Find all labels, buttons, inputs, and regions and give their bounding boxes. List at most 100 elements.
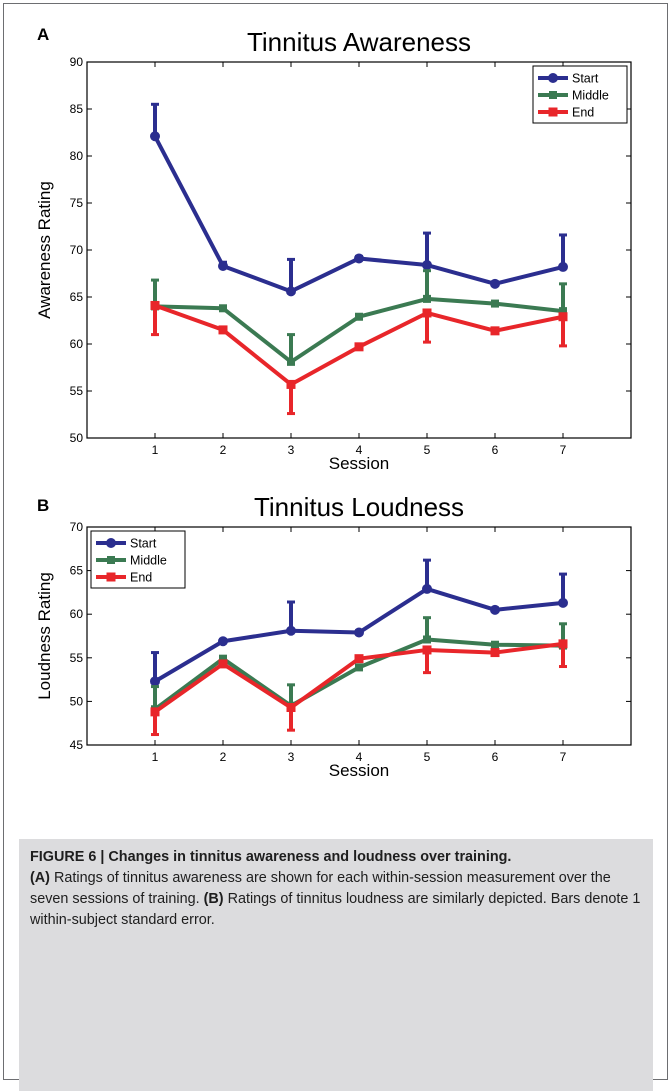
caption-box: FIGURE 6 | Changes in tinnitus awareness… xyxy=(19,839,653,1091)
caption-title: FIGURE 6 | Changes in tinnitus awareness… xyxy=(30,849,512,865)
panel-a-legend-middle-label: Middle xyxy=(572,89,609,103)
figure-caption: FIGURE 6 | Changes in tinnitus awareness… xyxy=(0,810,671,1091)
panel-b-legend-end-label: End xyxy=(130,571,152,585)
panel-a-ytick-label: 85 xyxy=(70,102,84,116)
panel-b-series-start-point xyxy=(150,676,160,687)
panel-b-ytick-label: 45 xyxy=(70,738,84,752)
panel-b-series-end-point xyxy=(558,639,568,649)
panel-b-series-middle-point xyxy=(219,654,227,663)
panel-b-ytick-label: 50 xyxy=(70,694,84,708)
panel-b-series-start-point xyxy=(422,583,432,594)
panel-b-legend-start-label: Start xyxy=(130,537,157,551)
panel-b-series-end-point xyxy=(150,707,160,717)
panel-b-ylabel: Loudness Rating xyxy=(35,572,54,700)
panel-b-ytick-label: 60 xyxy=(70,607,84,621)
panel-b-xtick-label: 6 xyxy=(492,750,499,764)
caption-text-a: Ratings of tinnitus awareness are shown … xyxy=(30,870,611,907)
panel-a-series-start-point xyxy=(422,260,432,271)
panel-a-ytick-label: 60 xyxy=(70,337,84,351)
panel-b-title: Tinnitus Loudness xyxy=(254,492,464,522)
panel-b-legend-end-swatch-marker xyxy=(106,572,116,582)
panel-a-series-end-point xyxy=(422,308,432,318)
panel-a-series-middle-point xyxy=(559,307,567,316)
panel-b-series-end-point xyxy=(490,648,500,658)
panel-a-xtick-label: 3 xyxy=(288,443,295,457)
panel-b-ytick-label: 70 xyxy=(70,520,84,534)
panel-a-legend-end-label: End xyxy=(572,106,594,120)
panel-a-ytick-label: 65 xyxy=(70,290,84,304)
panel-a-xtick-label: 2 xyxy=(220,443,227,457)
panel-b-series-end-point xyxy=(286,703,296,713)
panel-b-legend-start-swatch-marker xyxy=(106,538,116,548)
panel-a-xtick-label: 4 xyxy=(356,443,363,457)
panel-a-series-end-point xyxy=(354,342,364,352)
panel-a-legend-end-swatch-marker xyxy=(548,107,558,117)
panel-b-series-middle-point xyxy=(355,663,363,672)
panel-a-ytick-label: 50 xyxy=(70,431,84,445)
panel-b-xtick-label: 7 xyxy=(560,750,567,764)
panel-b-xtick-label: 5 xyxy=(424,750,431,764)
panel-b-letter: B xyxy=(37,496,50,515)
panel-a-series-end-point xyxy=(558,312,568,322)
panel-b-xtick-label: 2 xyxy=(220,750,227,764)
caption-label-a: (A) xyxy=(30,870,50,886)
panel-b-series-start-point xyxy=(558,597,568,608)
panel-a-xtick-label: 1 xyxy=(152,443,159,457)
panel-a-legend-start-label: Start xyxy=(572,72,599,86)
panel-a-ytick-label: 55 xyxy=(70,384,84,398)
panel-a-letter: A xyxy=(37,25,50,44)
panel-a-series-end-point xyxy=(286,379,296,389)
panel-b-series-middle-point xyxy=(423,635,431,644)
panel-a-ytick-label: 75 xyxy=(70,196,84,210)
panel-b-series-start-point xyxy=(218,636,228,647)
panel-a-series-start-point xyxy=(150,131,160,142)
panel-a-ytick-label: 80 xyxy=(70,149,84,163)
panel-a-legend-middle-swatch-marker xyxy=(549,91,557,99)
panel-a-series-start-point xyxy=(218,260,228,271)
panel-a-series-start-point xyxy=(558,261,568,272)
panel-b-xtick-label: 3 xyxy=(288,750,295,764)
panel-b-xtick-label: 1 xyxy=(152,750,159,764)
panel-a-series-end-point xyxy=(490,326,500,336)
panel-a-series-middle-point xyxy=(287,357,295,366)
panel-a-series-end-point xyxy=(218,325,228,335)
panel-a-series-end-point xyxy=(150,300,160,310)
panel-b-series-end-point xyxy=(218,659,228,669)
panel-b-xtick-label: 4 xyxy=(356,750,363,764)
panel-b-series-end-point xyxy=(422,645,432,655)
panel-a-series-middle-point xyxy=(355,312,363,321)
panel-a-series-start-line xyxy=(153,135,564,294)
panel-b-ytick-label: 65 xyxy=(70,564,84,578)
panel-b-xlabel: Session xyxy=(329,761,389,780)
panel-b-series-start-point xyxy=(490,604,500,615)
panel-b-series-end-line xyxy=(153,641,564,714)
panel-b-legend-middle-label: Middle xyxy=(130,554,167,568)
panel-a-series-start-point xyxy=(354,253,364,264)
panel-b-series-start-point xyxy=(354,627,364,638)
panel-a-series-middle-point xyxy=(219,304,227,313)
panel-b-legend-middle-swatch-marker xyxy=(107,556,115,564)
panel-a-legend-start-swatch-marker xyxy=(548,73,558,83)
panel-a-series-start-point xyxy=(286,286,296,297)
caption-text-b: Ratings of tinnitus loudness are similar… xyxy=(30,891,641,928)
panel-a-xtick-label: 6 xyxy=(492,443,499,457)
panel-a-ytick-label: 70 xyxy=(70,243,84,257)
panel-b-series-end-point xyxy=(354,654,364,664)
panel-a-ylabel: Awareness Rating xyxy=(35,181,54,319)
panel-a-ytick-label: 90 xyxy=(70,55,84,69)
panel-b-series-start-point xyxy=(286,625,296,636)
panel-a-xlabel: Session xyxy=(329,454,389,473)
caption-label-b: (B) xyxy=(203,891,224,907)
panel-a-xtick-label: 5 xyxy=(424,443,431,457)
panel-a-series-start-point xyxy=(490,278,500,289)
caption-text: FIGURE 6 | Changes in tinnitus awareness… xyxy=(30,847,643,931)
panel-b-series-middle-point xyxy=(491,640,499,649)
panel-a-title: Tinnitus Awareness xyxy=(247,27,471,57)
panel-a-series-middle-point xyxy=(423,294,431,303)
panel-a-xtick-label: 7 xyxy=(560,443,567,457)
panel-a-series-middle-point xyxy=(491,299,499,308)
panel-b-ytick-label: 55 xyxy=(70,651,84,665)
